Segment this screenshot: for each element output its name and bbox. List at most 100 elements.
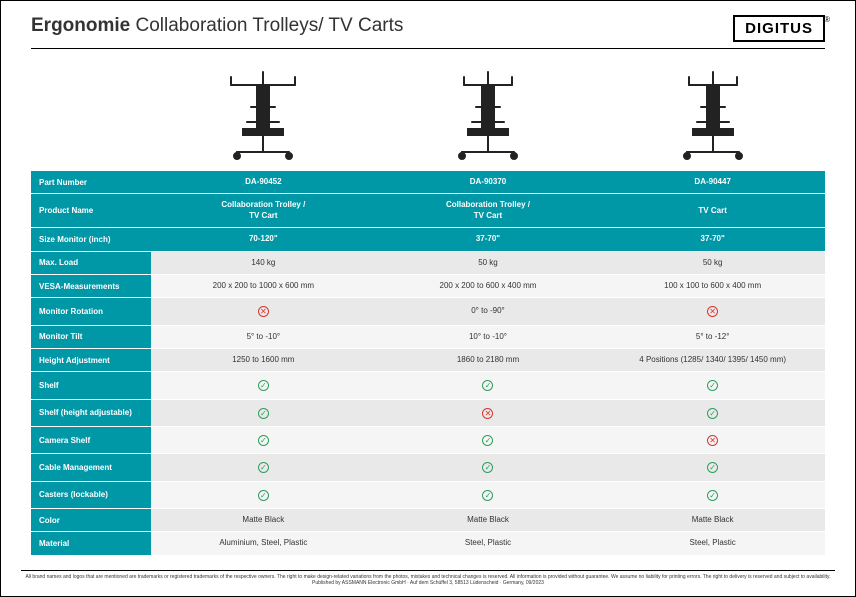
page-title: Ergonomie Collaboration Trolleys/ TV Car…	[31, 15, 403, 37]
table-cell: ✓	[151, 454, 376, 481]
check-icon: ✓	[482, 379, 493, 391]
row-label: Material	[31, 532, 151, 555]
table-cell: ✓	[376, 427, 601, 454]
table-row: Shelf ✓ ✓ ✓	[31, 372, 825, 399]
table-cell: DA-90452	[151, 171, 376, 194]
table-row: Size Monitor (inch) 70-120"37-70"37-70"	[31, 228, 825, 251]
table-cell: TV Cart	[600, 194, 825, 228]
table-row: Part Number DA-90452DA-90370DA-90447	[31, 171, 825, 194]
cross-icon: ✕	[482, 407, 493, 419]
product-image-cell	[376, 67, 601, 171]
table-cell: Collaboration Trolley /TV Cart	[151, 194, 376, 228]
row-label: Part Number	[31, 171, 151, 194]
table-cell: ✓	[600, 399, 825, 426]
table-cell: Matte Black	[151, 508, 376, 531]
table-cell: ✓	[600, 454, 825, 481]
table-cell: 1860 to 2180 mm	[376, 349, 601, 372]
check-icon: ✓	[258, 434, 269, 446]
table-cell: Matte Black	[376, 508, 601, 531]
table-row: Shelf (height adjustable) ✓ ✕ ✓	[31, 399, 825, 426]
table-cell: 50 kg	[600, 251, 825, 274]
product-image	[673, 67, 753, 162]
table-cell: ✓	[376, 481, 601, 508]
row-label: VESA-Measurements	[31, 274, 151, 297]
table-row: Max. Load 140 kg50 kg50 kg	[31, 251, 825, 274]
cross-icon: ✕	[707, 434, 718, 446]
table-cell: DA-90447	[600, 171, 825, 194]
table-cell: 200 x 200 to 1000 x 600 mm	[151, 274, 376, 297]
check-icon: ✓	[258, 379, 269, 391]
header: Ergonomie Collaboration Trolleys/ TV Car…	[1, 1, 855, 42]
check-icon: ✓	[482, 461, 493, 473]
check-icon: ✓	[482, 489, 493, 501]
table-cell: ✓	[376, 372, 601, 399]
table-cell: ✓	[151, 372, 376, 399]
row-label: Height Adjustment	[31, 349, 151, 372]
table-cell: 200 x 200 to 600 x 400 mm	[376, 274, 601, 297]
row-label: Shelf (height adjustable)	[31, 399, 151, 426]
table-cell: Aluminium, Steel, Plastic	[151, 532, 376, 555]
product-image	[448, 67, 528, 162]
table-cell: 100 x 100 to 600 x 400 mm	[600, 274, 825, 297]
title-rest: Collaboration Trolleys/ TV Carts	[130, 15, 403, 36]
table-row: Casters (lockable) ✓ ✓ ✓	[31, 481, 825, 508]
table-cell: 50 kg	[376, 251, 601, 274]
table-cell: 5° to -10°	[151, 325, 376, 348]
footer-disclaimer: All brand names and logos that are menti…	[21, 570, 835, 586]
check-icon: ✓	[258, 407, 269, 419]
brand-logo: DIGITUS ®	[733, 15, 825, 42]
table-cell: ✕	[600, 298, 825, 325]
row-label: Monitor Tilt	[31, 325, 151, 348]
table-cell: 0° to -90°	[376, 298, 601, 325]
table-row: Product Name Collaboration Trolley /TV C…	[31, 194, 825, 228]
check-icon: ✓	[707, 461, 718, 473]
row-label: Shelf	[31, 372, 151, 399]
row-label: Monitor Rotation	[31, 298, 151, 325]
table-row: Cable Management ✓ ✓ ✓	[31, 454, 825, 481]
check-icon: ✓	[707, 379, 718, 391]
product-image	[223, 67, 303, 162]
row-label: Size Monitor (inch)	[31, 228, 151, 251]
table-cell: ✕	[376, 399, 601, 426]
table-cell: Collaboration Trolley /TV Cart	[376, 194, 601, 228]
table-row: Height Adjustment 1250 to 1600 mm1860 to…	[31, 349, 825, 372]
table-cell: Matte Black	[600, 508, 825, 531]
title-bold: Ergonomie	[31, 15, 130, 36]
comparison-sheet: Part Number DA-90452DA-90370DA-90447 Pro…	[31, 67, 825, 556]
check-icon: ✓	[258, 489, 269, 501]
table-cell: ✓	[151, 399, 376, 426]
check-icon: ✓	[258, 461, 269, 473]
cross-icon: ✕	[258, 305, 269, 317]
table-cell: 5° to -12°	[600, 325, 825, 348]
row-label: Color	[31, 508, 151, 531]
check-icon: ✓	[707, 489, 718, 501]
product-image-row	[31, 67, 825, 171]
row-label: Max. Load	[31, 251, 151, 274]
logo-text: DIGITUS	[745, 20, 813, 37]
table-cell: ✓	[151, 481, 376, 508]
table-cell: DA-90370	[376, 171, 601, 194]
table-cell: ✓	[376, 454, 601, 481]
row-label: Camera Shelf	[31, 427, 151, 454]
comparison-table: Part Number DA-90452DA-90370DA-90447 Pro…	[31, 67, 825, 556]
table-cell: 70-120"	[151, 228, 376, 251]
table-cell: ✓	[151, 427, 376, 454]
table-cell: ✓	[600, 372, 825, 399]
table-cell: Steel, Plastic	[600, 532, 825, 555]
row-label: Cable Management	[31, 454, 151, 481]
row-label: Casters (lockable)	[31, 481, 151, 508]
product-image-cell	[600, 67, 825, 171]
product-image-cell	[151, 67, 376, 171]
table-cell: 140 kg	[151, 251, 376, 274]
cross-icon: ✕	[707, 305, 718, 317]
table-cell: 10° to -10°	[376, 325, 601, 348]
table-cell: 1250 to 1600 mm	[151, 349, 376, 372]
table-cell: Steel, Plastic	[376, 532, 601, 555]
header-divider	[31, 48, 825, 49]
table-cell: ✕	[151, 298, 376, 325]
check-icon: ✓	[482, 434, 493, 446]
table-row: Color Matte BlackMatte BlackMatte Black	[31, 508, 825, 531]
table-row: VESA-Measurements 200 x 200 to 1000 x 60…	[31, 274, 825, 297]
check-icon: ✓	[707, 407, 718, 419]
table-cell: 37-70"	[600, 228, 825, 251]
